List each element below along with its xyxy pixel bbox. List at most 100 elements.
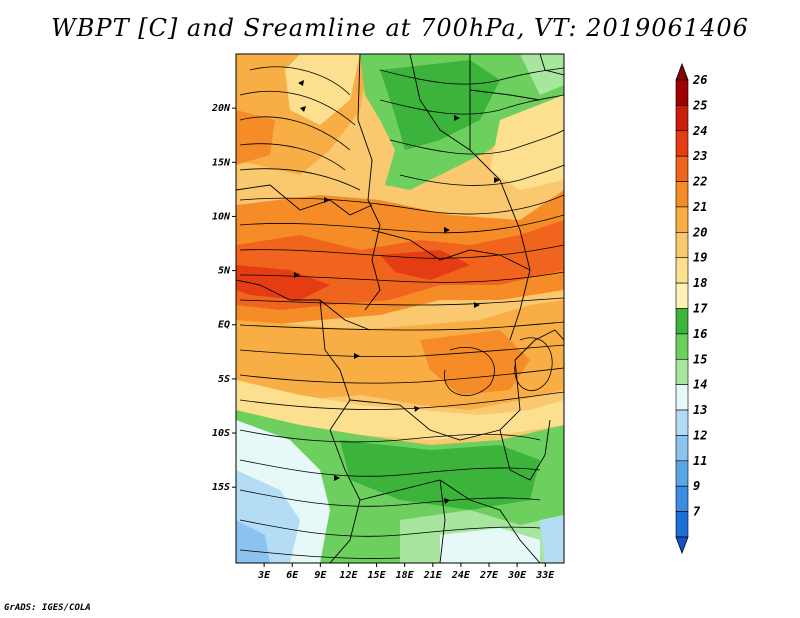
- field-ne-19: [490, 95, 564, 190]
- border-o: [469, 89, 541, 101]
- colorbar-swatch: [675, 155, 689, 182]
- lat-tick-label: 10N: [212, 211, 231, 222]
- arrow-head: [324, 197, 330, 203]
- colorbar-label: 18: [693, 276, 707, 290]
- colorbar-label: 7: [693, 505, 701, 519]
- colorbar-label: 14: [693, 378, 707, 392]
- arrow-head: [494, 177, 500, 183]
- streamline: [379, 94, 564, 115]
- colorbar-label: 13: [693, 403, 707, 417]
- colorbar-swatch: [675, 206, 689, 233]
- streamline: [389, 129, 564, 155]
- colorbar-swatch: [675, 130, 689, 157]
- colorbar-label: 15: [693, 352, 707, 366]
- border-a: [357, 54, 381, 311]
- border-c: [371, 229, 531, 271]
- border-j: [359, 479, 541, 563]
- colorbar-label: 22: [692, 175, 707, 189]
- field-ne-15: [520, 54, 564, 95]
- streamline: [239, 549, 401, 559]
- border-n: [539, 54, 564, 76]
- field-core-24a: [236, 265, 330, 300]
- map-frame: [235, 53, 565, 564]
- streamline: [239, 489, 541, 507]
- arrow-head: [454, 115, 460, 121]
- lon-tick-label: 9E: [314, 570, 327, 581]
- colorbar-label: 26: [692, 73, 707, 87]
- lon-tick-label: 18E: [396, 570, 415, 581]
- lat-tick-label: 15N: [212, 157, 231, 168]
- arrow-head: [294, 272, 300, 278]
- colorbar-label: 11: [693, 454, 707, 468]
- lat-tick-label: 20N: [211, 103, 231, 114]
- colorbar: 26 25 24 23 22 21 20 19 18 17 16 15 14 13 12 11 9 7: [675, 62, 708, 555]
- lon-tick-label: 27E: [479, 570, 499, 581]
- streamline-eddy: [514, 337, 553, 391]
- chart-title: WBPT [C] and Sreamline at 700hPa, VT: 20…: [51, 14, 749, 42]
- arrow-head: [334, 475, 340, 481]
- streamline: [239, 168, 361, 191]
- colorbar-swatch: [675, 358, 689, 385]
- colorbar-swatch: [675, 333, 689, 360]
- streamline: [239, 143, 346, 171]
- colorbar-label: 25: [692, 98, 707, 112]
- border-g: [319, 299, 351, 431]
- colorbar-swatch: [675, 384, 689, 411]
- arrow-head: [298, 80, 304, 86]
- border-d: [409, 54, 471, 151]
- colorbar-swatch: [675, 257, 689, 284]
- field-se-14: [440, 528, 540, 563]
- streamline: [379, 67, 564, 85]
- colorbar-swatch: [675, 308, 689, 335]
- colorbar-label: 21: [692, 200, 707, 214]
- streamline: [239, 344, 564, 358]
- lat-tick-label: 15S: [212, 482, 230, 493]
- streamline: [239, 271, 564, 283]
- lon-tick-label: 15E: [368, 570, 387, 581]
- lon-tick-label: 30E: [507, 570, 527, 581]
- colorbar-swatch: [675, 105, 689, 132]
- lon-tick-label: 21E: [423, 570, 443, 581]
- border-b: [236, 184, 373, 216]
- arrow-head: [354, 353, 360, 359]
- border-m: [514, 329, 564, 361]
- arrow-head: [474, 302, 480, 308]
- streamline: [399, 164, 564, 186]
- arrow-head: [444, 498, 450, 504]
- streamline: [249, 66, 351, 96]
- colorbar-swatch: [675, 435, 689, 462]
- colorbar-swatch: [675, 181, 689, 208]
- field-nw-22: [236, 110, 275, 165]
- colorbar-swatch: [675, 232, 689, 259]
- colorbar-swatch: [675, 511, 689, 538]
- colorbar-label: 9: [693, 479, 700, 493]
- lon-tick-label: 3E: [257, 570, 271, 581]
- colorbar-top-arrow: [675, 62, 689, 81]
- streamline: [239, 297, 564, 306]
- longitude-axis: 3E 6E 9E 12E 15E 18E 21E 24E 27E 30E 33E: [257, 563, 555, 581]
- streamline: [239, 90, 356, 126]
- lat-tick-label: 5S: [218, 374, 230, 385]
- field-eq-22: [420, 330, 530, 395]
- wbpt-shading: [236, 54, 564, 563]
- lon-tick-label: 33E: [535, 570, 555, 581]
- colorbar-swatch: [675, 79, 689, 106]
- latitude-axis: 20N 15N 10N 5N EQ 5S 10S 15S: [211, 103, 236, 493]
- streamline: [239, 116, 351, 151]
- streamlines: [239, 66, 564, 559]
- colorbar-label: 17: [693, 302, 708, 316]
- border-h: [349, 359, 521, 441]
- arrow-head: [444, 227, 450, 233]
- colorbar-bottom-arrow: [675, 536, 689, 555]
- lon-tick-label: 6E: [286, 570, 299, 581]
- streamline: [239, 429, 541, 443]
- colorbar-label: 16: [693, 327, 707, 341]
- field-se-13: [540, 515, 564, 563]
- colorbar-label: 12: [693, 428, 707, 442]
- border-e: [469, 149, 531, 341]
- streamline: [239, 194, 564, 215]
- lon-tick-label: 24E: [451, 570, 471, 581]
- streamline: [239, 321, 564, 331]
- streamline-eddy: [444, 347, 495, 396]
